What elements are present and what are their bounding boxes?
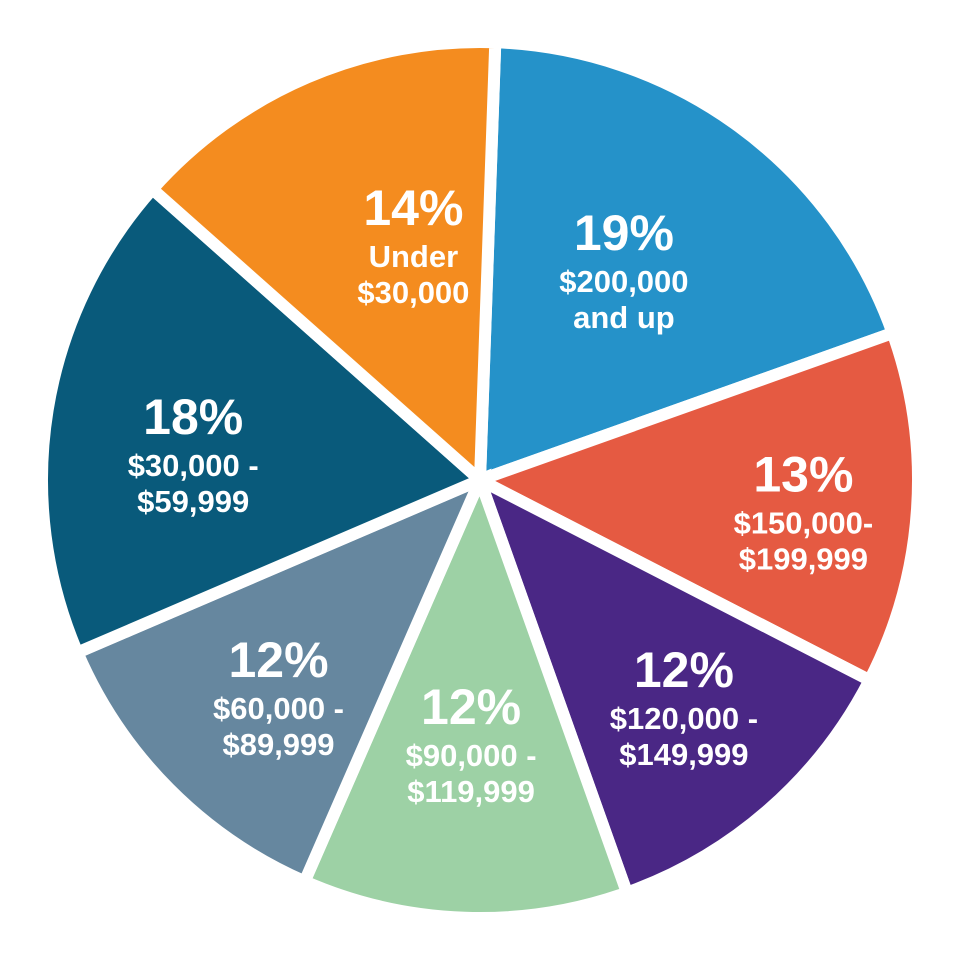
slice-value-label-2: 12% [634,642,734,698]
slice-value-label-6: 14% [363,180,463,236]
slice-category-label-0-line-1: and up [573,300,675,335]
pie-slice-4 [69,468,492,890]
pie-slice-0 [473,36,901,489]
slice-value-label-1: 13% [753,447,853,503]
slice-category-label-2-line-1: $149,999 [619,737,748,772]
slice-category-label-1-line-1: $199,999 [739,542,868,577]
pie-slice-6 [143,36,502,493]
pie-slice-2 [469,467,878,901]
slice-category-label-5-line-0: $30,000 - [128,448,259,483]
slice-category-label-2-line-0: $120,000 - [610,701,758,736]
slice-category-label-5-line-1: $59,999 [137,484,249,519]
slice-category-label-6-line-1: $30,000 [357,275,469,310]
slice-value-label-4: 12% [228,632,328,688]
slice-category-label-4-line-1: $89,999 [222,727,334,762]
slice-value-label-5: 18% [143,389,243,445]
slice-category-label-6-line-0: Under [369,239,459,274]
slice-category-label-1-line-0: $150,000- [734,506,874,541]
slice-category-label-3-line-1: $119,999 [407,774,535,809]
slice-category-label-3-line-0: $90,000 - [406,738,537,773]
pie-slice-1 [464,325,924,689]
pie-slice-5 [36,180,492,661]
slices-layer [36,36,924,924]
slice-value-label-3: 12% [421,679,521,735]
slice-category-label-4-line-0: $60,000 - [213,691,344,726]
slice-category-label-0-line-0: $200,000 [559,264,688,299]
slice-value-label-0: 19% [574,205,674,261]
pie-slice-3 [296,463,635,924]
